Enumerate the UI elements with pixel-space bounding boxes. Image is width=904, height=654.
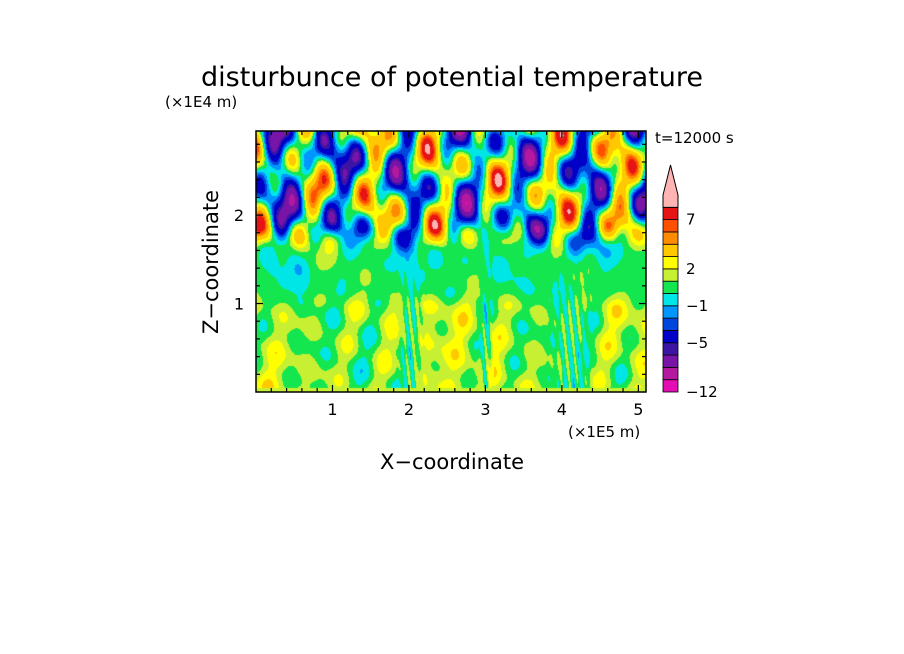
colorbar-segment bbox=[662, 305, 679, 319]
colorbar-segment bbox=[662, 317, 679, 331]
colorbar-segment bbox=[662, 366, 679, 381]
colorbar-label: 7 bbox=[686, 211, 696, 229]
y-axis: 12 bbox=[234, 143, 646, 375]
plot-area bbox=[255, 130, 647, 393]
colorbar-segment bbox=[662, 206, 679, 221]
y-axis-label: Z−coordinate bbox=[199, 190, 223, 334]
temperature-field bbox=[256, 131, 646, 392]
colorbar-segment bbox=[662, 330, 679, 344]
colorbar-segment bbox=[662, 280, 679, 294]
colorbar-segment bbox=[662, 268, 679, 282]
x-tick-label: 5 bbox=[633, 400, 643, 419]
colorbar-segment bbox=[662, 219, 679, 233]
x-axis-label: X−coordinate bbox=[380, 450, 524, 474]
y-tick-label: 1 bbox=[234, 295, 244, 314]
x-tick-label: 1 bbox=[327, 400, 337, 419]
y-tick-label: 2 bbox=[234, 206, 244, 225]
colorbar-segment bbox=[662, 342, 679, 356]
plot-frame bbox=[255, 130, 647, 393]
colorbar-segment bbox=[662, 231, 679, 245]
x-axis: 1 2 3 4 5 bbox=[270, 131, 643, 419]
colorbar-segment bbox=[662, 293, 679, 307]
y-unit-label: (×1E4 m) bbox=[165, 93, 237, 111]
colorbar-segment bbox=[662, 243, 679, 257]
colorbar-label: −1 bbox=[686, 297, 708, 315]
x-unit-label: (×1E5 m) bbox=[568, 423, 640, 441]
time-label: t=12000 s bbox=[655, 129, 734, 147]
colorbar-label: −5 bbox=[686, 334, 708, 352]
colorbar-segment bbox=[662, 164, 679, 208]
colorbar-label: 2 bbox=[686, 260, 696, 278]
colorbar-segment bbox=[662, 354, 679, 368]
chart-title: disturbunce of potential temperature bbox=[201, 62, 703, 93]
x-tick-label: 2 bbox=[404, 400, 414, 419]
x-tick-label: 3 bbox=[480, 400, 490, 419]
colorbar-segment bbox=[662, 256, 679, 270]
colorbar: 7 2 −1 −5 −12 bbox=[662, 164, 718, 401]
colorbar-segment bbox=[662, 379, 679, 393]
x-tick-label: 4 bbox=[557, 400, 567, 419]
colorbar-label: −12 bbox=[686, 383, 718, 401]
